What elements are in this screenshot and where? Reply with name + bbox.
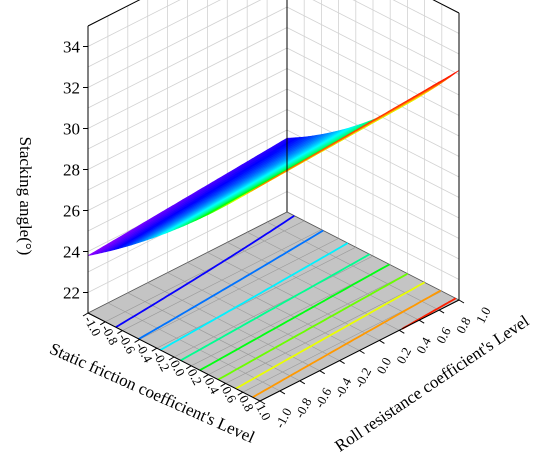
- x-tick-label: 0.0: [167, 357, 188, 378]
- y-tick-label: 0.8: [453, 314, 474, 335]
- floor-grid-line: [208, 273, 408, 375]
- z-tick-label: 22: [63, 284, 80, 303]
- y-tick: [259, 400, 266, 405]
- contour-lines: [115, 214, 457, 399]
- y-tick: [399, 329, 405, 334]
- wall-grid-line: [87, 47, 288, 150]
- wall-grid-line: [312, 0, 460, 75]
- x-tick: [168, 356, 175, 361]
- z-axis-label: Stacking angle(°): [16, 137, 35, 256]
- surface-patch: [255, 182, 266, 189]
- wall-grid-line: [286, 170, 460, 260]
- wall-grid-line: [87, 0, 262, 88]
- z-tick-label: 26: [63, 202, 80, 221]
- x-tick: [134, 338, 140, 343]
- contour-line: [235, 281, 426, 390]
- y-tick: [438, 309, 445, 314]
- contour-line: [115, 214, 295, 328]
- z-tick-label: 24: [63, 243, 81, 262]
- y-tick: [418, 319, 425, 324]
- wall-grid-line: [286, 68, 460, 157]
- y-tick-label: -0.8: [292, 395, 315, 420]
- response-surface: [87, 70, 460, 256]
- x-tick-label: 0.4: [202, 375, 223, 397]
- wall-grid-line: [286, 109, 460, 198]
- x-tick-label: 1.0: [253, 401, 274, 422]
- wall-grid-line: [87, 27, 288, 129]
- y-tick: [339, 360, 345, 365]
- x-tick: [237, 391, 244, 396]
- x-tick: [220, 382, 226, 387]
- wall-grid-line: [87, 191, 288, 293]
- y-tick: [279, 390, 286, 395]
- x-tick: [117, 330, 123, 335]
- contour-line: [252, 289, 442, 399]
- y-tick: [319, 370, 325, 375]
- wall-grid-line: [87, 88, 288, 191]
- y-tick-label: 0.2: [393, 345, 414, 366]
- wall-grid-line: [352, 0, 460, 55]
- wall-grid-line: [87, 129, 288, 232]
- z-tick-label: 34: [63, 38, 81, 57]
- y-tick-label: -0.4: [331, 375, 354, 401]
- contour-line: [138, 229, 324, 340]
- x-tick: [203, 374, 209, 379]
- wall-grid-line: [286, 191, 460, 280]
- y-tick-label: -1.0: [272, 405, 295, 430]
- wall-grid-line: [87, 6, 288, 109]
- y-tick-label: -0.6: [312, 385, 335, 411]
- floor-grid-line: [225, 282, 425, 384]
- x-tick-label: 0.2: [185, 366, 206, 387]
- z-tick-label: 32: [63, 79, 80, 98]
- y-tick: [379, 339, 385, 344]
- x-tick: [185, 365, 192, 370]
- wall-grid-line: [286, 150, 460, 239]
- y-tick-label: 0.0: [373, 355, 394, 376]
- wall-grid-line: [87, 0, 181, 47]
- x-tick-label: 0.8: [236, 393, 257, 414]
- z-tick-label: 28: [63, 161, 80, 180]
- x-tick: [99, 321, 106, 326]
- floor-grid-line: [247, 231, 420, 321]
- x-tick: [254, 400, 261, 405]
- wall-grid-line: [392, 0, 460, 34]
- wall-grid-line: [87, 0, 221, 68]
- frame-edge: [87, 0, 141, 27]
- x-tick-label: 0.6: [219, 384, 240, 406]
- contour-line: [199, 263, 390, 371]
- y-tick-label: -0.2: [351, 365, 374, 390]
- wall-grid-line: [286, 47, 460, 137]
- y-tick-label: 1.0: [473, 304, 494, 325]
- floor-grid-line: [266, 221, 440, 311]
- wall-grid-line: [286, 88, 460, 178]
- y-tick: [359, 350, 365, 354]
- contour-line: [159, 242, 349, 351]
- x-tick: [151, 347, 158, 352]
- contour-line: [217, 272, 409, 381]
- y-tick: [299, 380, 306, 385]
- wall-grid-line: [286, 27, 460, 116]
- z-tick-label: 30: [63, 120, 80, 139]
- x-tick: [82, 312, 89, 317]
- wall-grid-line: [286, 6, 460, 96]
- y-tick: [458, 299, 465, 304]
- y-tick-label: 0.4: [413, 334, 434, 356]
- y-tick-label: 0.6: [433, 324, 454, 346]
- wall-grid-line: [87, 109, 288, 211]
- wall-grid-line: [87, 68, 288, 170]
- contour-line: [180, 253, 371, 362]
